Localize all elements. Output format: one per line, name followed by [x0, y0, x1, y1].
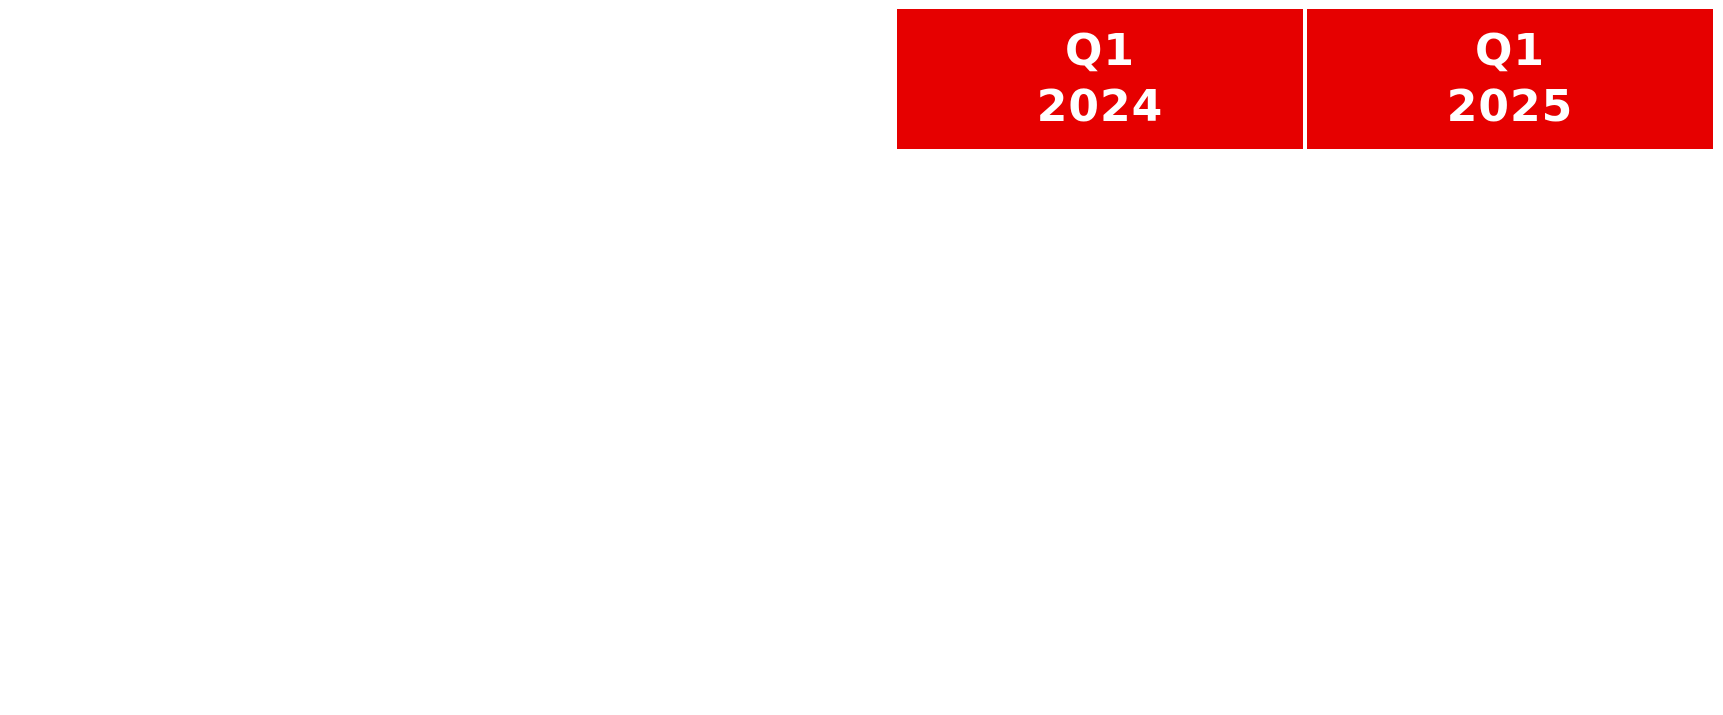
column-header-q1-2025: Q1 2025: [1307, 9, 1713, 149]
column-header-quarter: Q1: [1064, 25, 1136, 76]
table-header-row: Q1 2024 Q1 2025: [897, 9, 1713, 149]
column-header-quarter: Q1: [1474, 25, 1546, 76]
column-header-q1-2024: Q1 2024: [897, 9, 1303, 149]
column-header-year: 2024: [1036, 81, 1164, 132]
column-header-year: 2025: [1446, 81, 1574, 132]
